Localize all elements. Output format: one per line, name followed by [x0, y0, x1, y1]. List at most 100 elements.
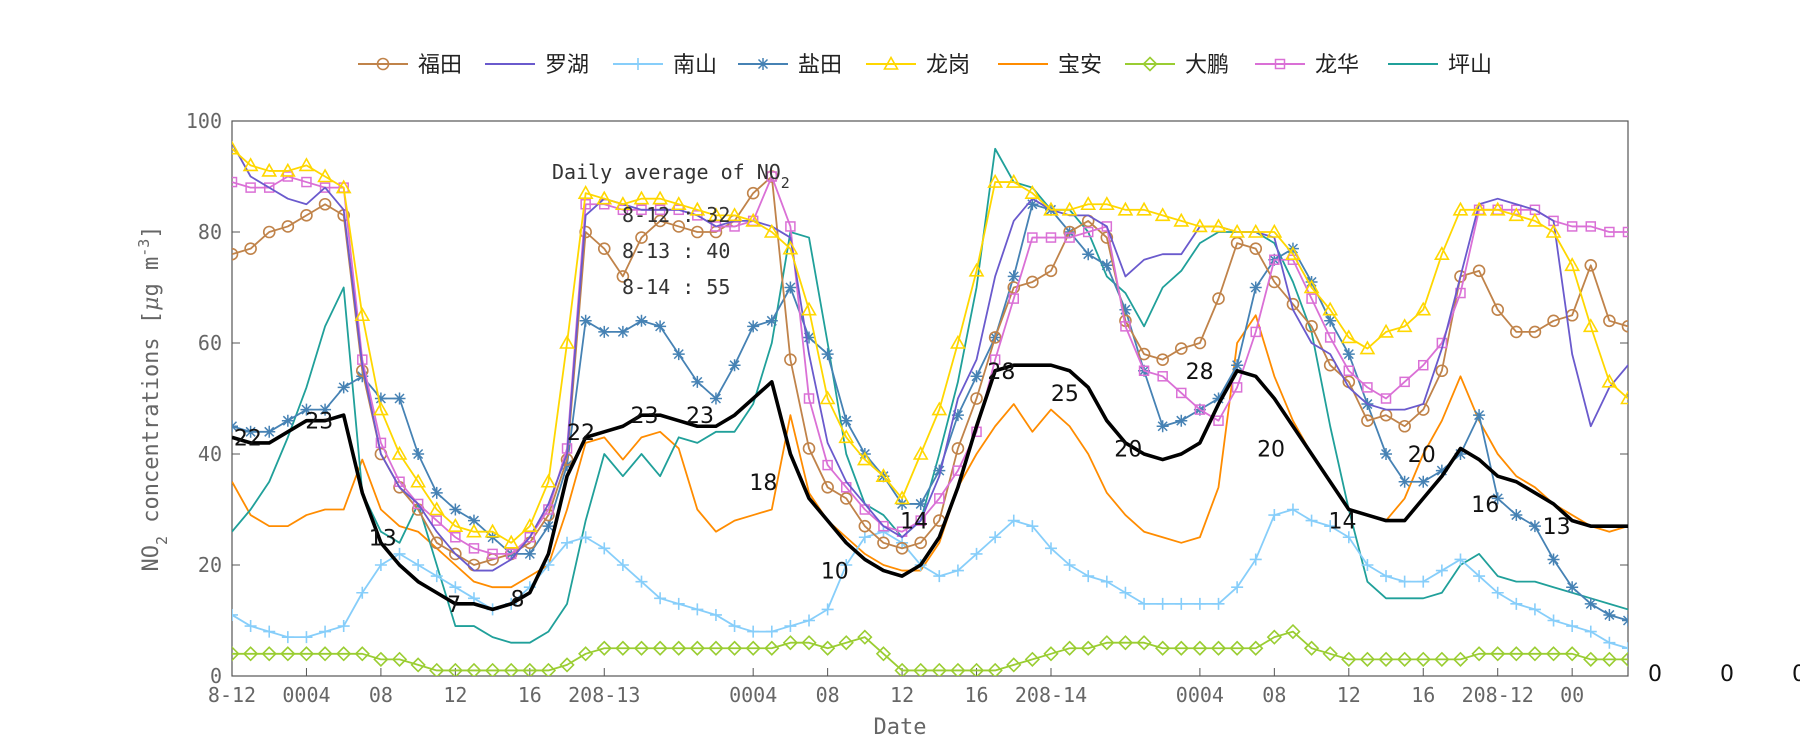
data-point	[447, 662, 463, 676]
data-point	[709, 392, 722, 405]
data-point	[970, 547, 983, 560]
data-point	[430, 536, 444, 550]
data-point	[1511, 204, 1522, 216]
data-point	[1547, 614, 1560, 627]
data-point	[1380, 393, 1392, 404]
data-point	[670, 196, 687, 211]
data-point	[1661, 244, 1670, 253]
daily-mean-label: 23	[630, 404, 658, 429]
x-tick-label: 12	[1337, 683, 1361, 707]
data-point	[1192, 218, 1208, 233]
data-point	[391, 445, 408, 460]
legend-label: 南山	[673, 53, 717, 78]
data-point	[579, 314, 592, 327]
data-point	[934, 493, 945, 504]
data-point	[839, 492, 853, 505]
data-point	[1098, 196, 1115, 211]
data-point	[449, 581, 462, 594]
right-zero-label: 0	[1792, 662, 1800, 687]
data-point	[319, 625, 332, 638]
data-point	[1622, 614, 1628, 627]
data-point	[449, 547, 462, 561]
data-point	[1547, 314, 1560, 328]
data-point	[1527, 212, 1543, 227]
data-point	[1266, 223, 1283, 238]
data-point	[745, 212, 762, 227]
data-point	[280, 646, 296, 662]
x-tick-label: 16	[964, 683, 988, 707]
data-point	[1679, 277, 1688, 286]
data-point	[242, 157, 259, 172]
data-point	[913, 662, 929, 676]
data-point	[1210, 640, 1227, 656]
x-tick-label: 08	[369, 683, 393, 707]
data-point	[1397, 651, 1413, 667]
daily-average-annotation: Daily average of NO2 8-12 : 32 8-13 : 40 8-…	[552, 160, 790, 299]
data-point	[819, 390, 836, 405]
legend-label: 福田	[418, 53, 462, 78]
data-point	[785, 221, 796, 232]
data-point	[1620, 651, 1628, 667]
data-point	[1435, 464, 1448, 477]
data-point	[1117, 635, 1134, 651]
data-point	[1173, 212, 1190, 227]
y-tick-label: 80	[198, 220, 222, 244]
data-point	[989, 354, 1001, 365]
data-point	[726, 207, 743, 222]
data-point	[375, 437, 387, 449]
data-point	[244, 242, 257, 255]
data-point	[1080, 196, 1097, 211]
data-point	[633, 640, 650, 656]
data-point	[1305, 514, 1318, 527]
data-point	[598, 325, 611, 338]
data-point	[691, 375, 704, 388]
data-point	[615, 196, 631, 211]
data-point	[1678, 631, 1690, 643]
data-point	[1231, 382, 1243, 393]
legend-label: 大鹏	[1185, 53, 1229, 78]
data-point	[1641, 615, 1653, 627]
data-point	[856, 451, 873, 466]
data-point	[1378, 651, 1394, 667]
data-point	[374, 559, 387, 571]
data-point	[803, 331, 816, 344]
data-point	[1229, 223, 1245, 238]
data-point	[1473, 409, 1486, 422]
data-point	[970, 370, 983, 383]
data-point	[858, 531, 871, 544]
daily-mean-label: 13	[369, 526, 397, 551]
data-point	[708, 640, 724, 656]
data-point	[1099, 635, 1115, 651]
data-point	[951, 442, 965, 455]
data-point	[672, 220, 686, 233]
data-point	[466, 662, 482, 676]
legend-label: 坪山	[1448, 53, 1492, 78]
data-point	[1080, 640, 1096, 656]
data-point	[1248, 640, 1264, 656]
data-point	[1510, 509, 1523, 522]
data-point	[1249, 242, 1263, 255]
data-point	[1641, 349, 1652, 360]
data-point	[1601, 373, 1618, 388]
legend-marker	[1142, 56, 1158, 72]
series-line	[232, 630, 1628, 672]
y-axis-title: NO2 concentrations [μg m-3]	[135, 225, 171, 571]
legend-label: 宝安	[1058, 53, 1102, 78]
data-point	[689, 201, 706, 216]
data-point	[559, 334, 575, 349]
data-point	[317, 168, 333, 183]
data-point	[1156, 420, 1169, 433]
data-point	[1342, 348, 1355, 361]
data-point	[232, 176, 238, 188]
data-point	[1026, 275, 1039, 289]
daily-mean-label: 14	[900, 510, 928, 535]
data-point	[1212, 392, 1225, 405]
data-point	[1415, 301, 1432, 316]
data-point	[1398, 419, 1411, 433]
data-point	[803, 393, 815, 404]
data-point	[391, 651, 408, 667]
data-point	[1528, 603, 1541, 616]
data-point	[1417, 575, 1430, 588]
x-tick-label: 208-12	[1462, 683, 1534, 707]
data-point	[782, 635, 799, 651]
